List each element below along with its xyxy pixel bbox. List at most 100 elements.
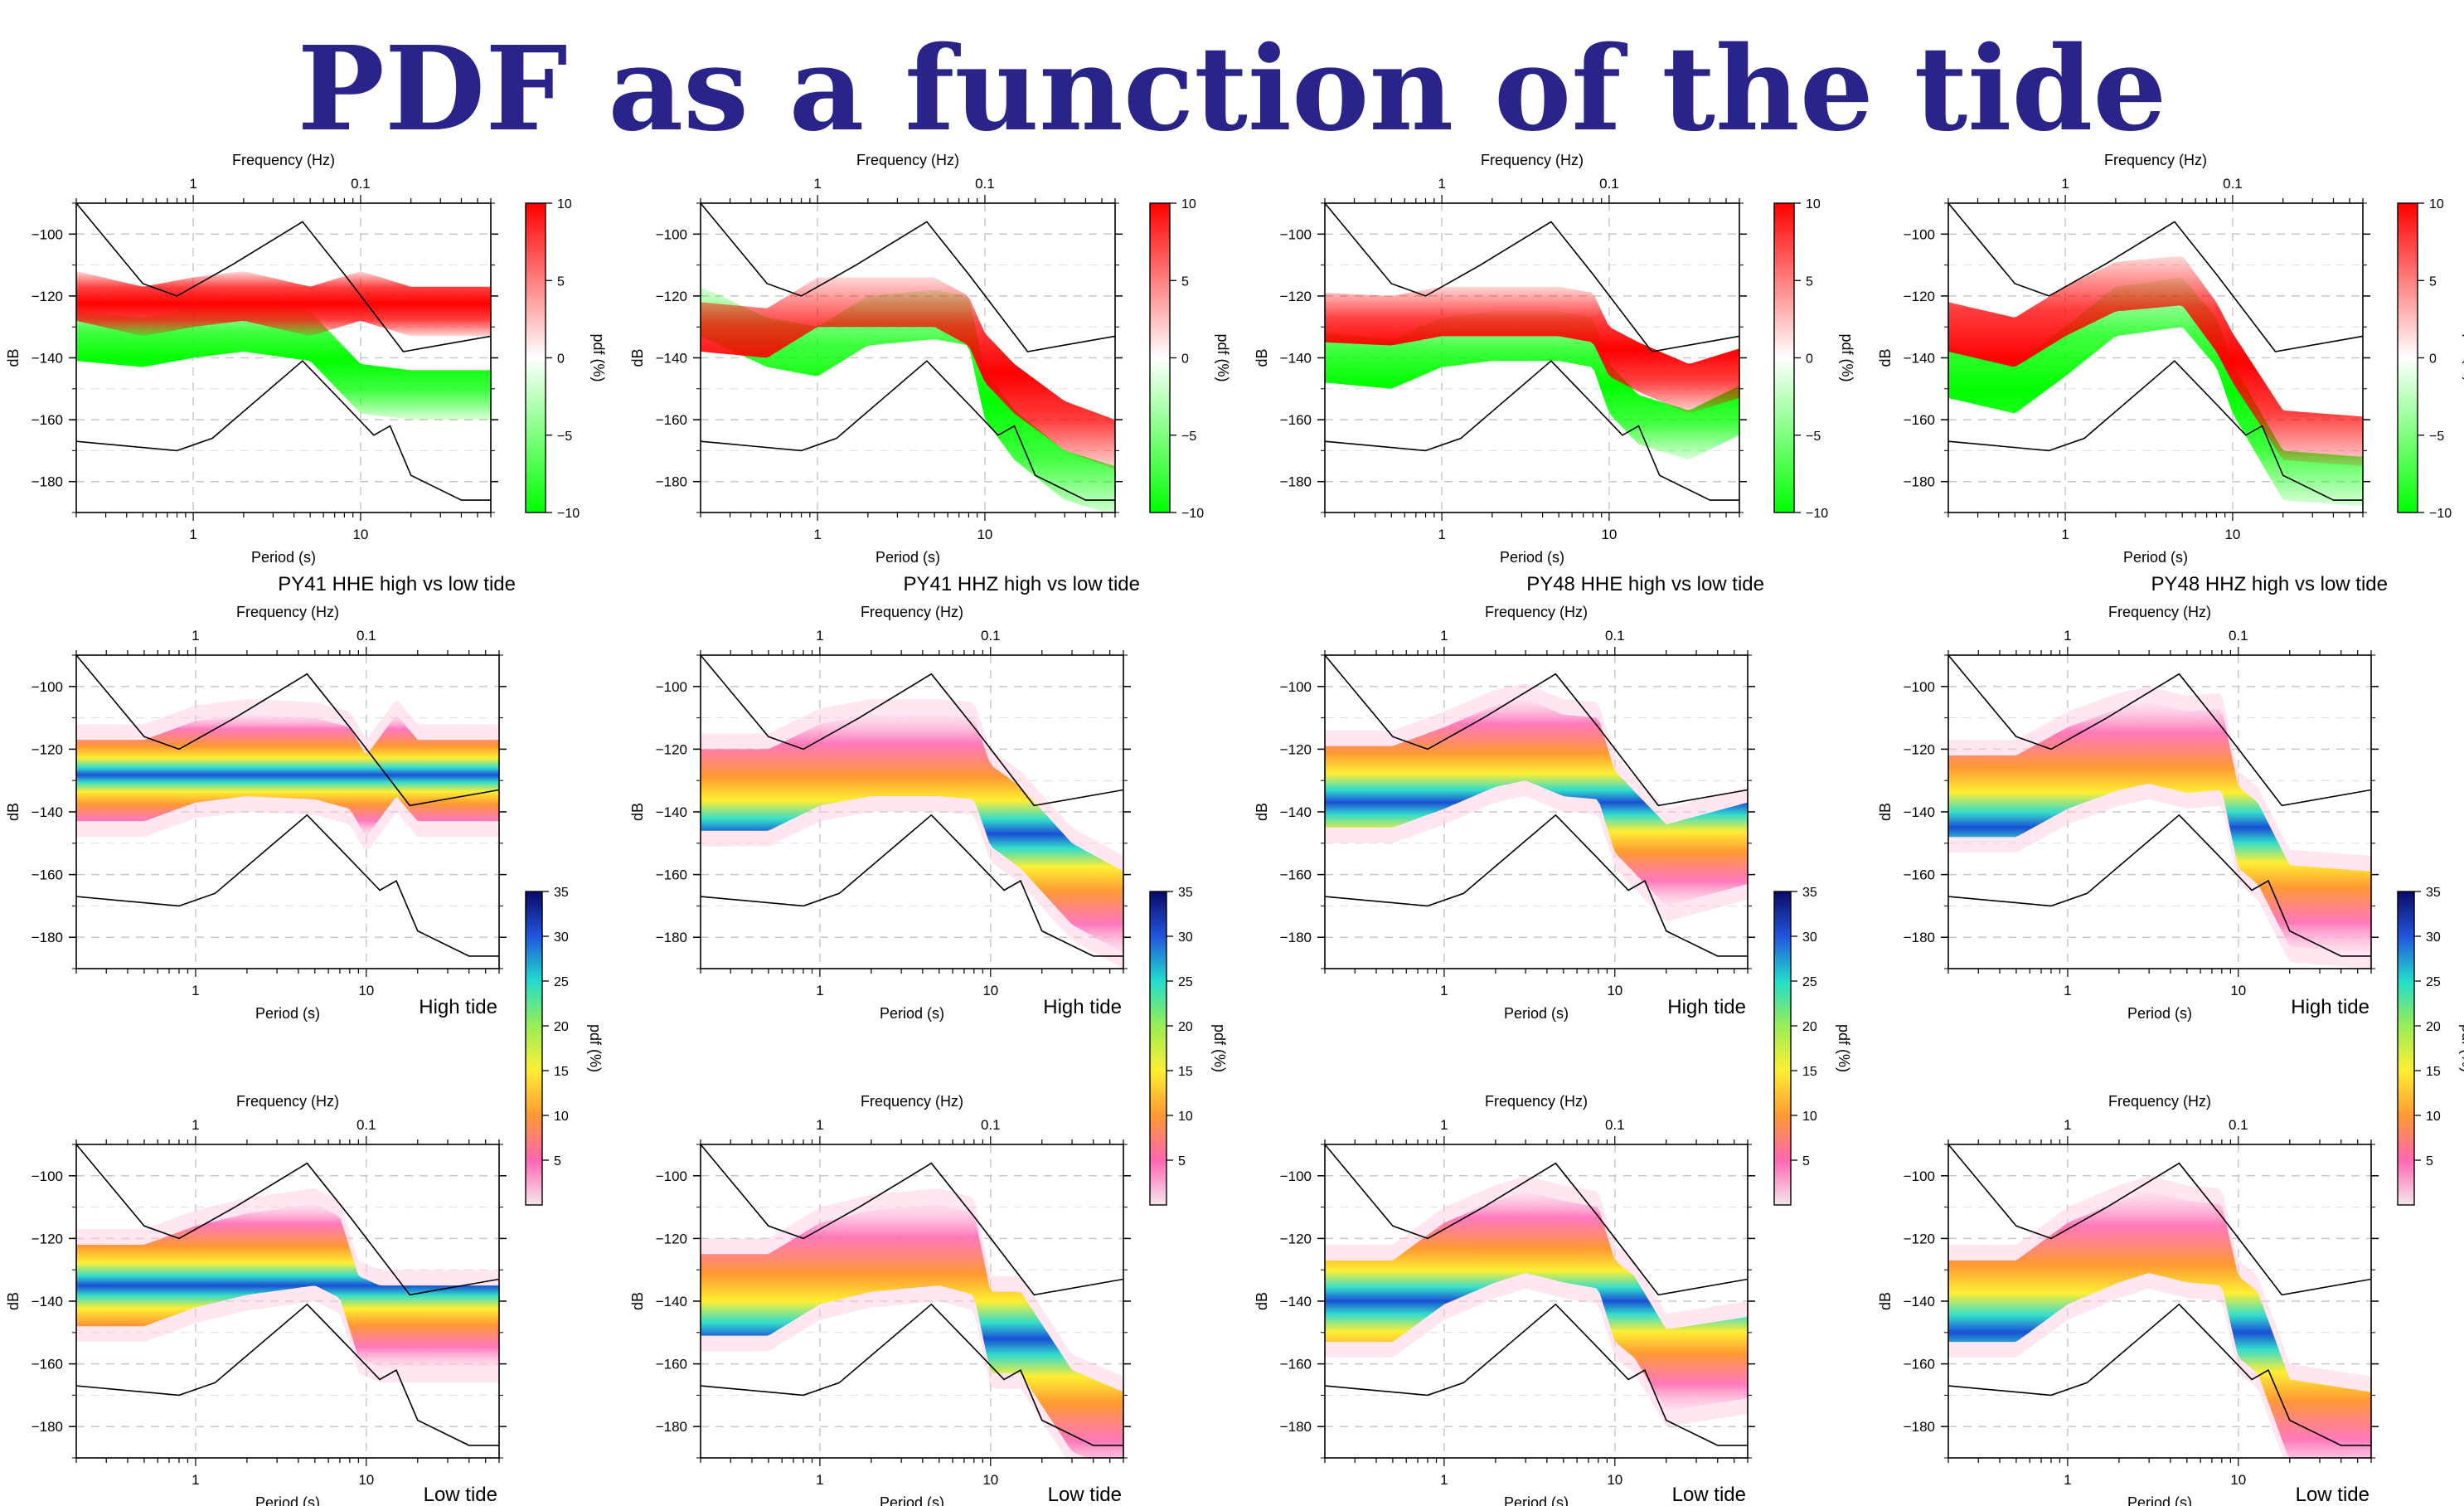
- x-tick-label: 1: [189, 527, 196, 542]
- colorbar-tick-label: 5: [554, 1154, 561, 1168]
- low-noise-model-line: [701, 814, 1123, 957]
- panel-2-diff: −180 −160 −140 −120 −100 1 10 1 0.1 Frequency (Hz…: [1254, 152, 1747, 566]
- y-tick-label: −120: [656, 741, 687, 757]
- colorbar-tick-label: 5: [1181, 274, 1189, 289]
- y-tick-label: −140: [656, 351, 687, 367]
- y-tick-label: −120: [656, 1231, 687, 1246]
- y-tick-label: −160: [656, 412, 687, 428]
- high-noise-model-line: [1948, 655, 2371, 807]
- frequency-axis-label: Frequency (Hz): [856, 152, 959, 168]
- y-tick-label: −120: [1904, 741, 1935, 757]
- panel-caption: PY41 HHZ high vs low tide: [904, 573, 1140, 595]
- panel-2-low: −180 −160 −140 −120 −100 1 10 1 0.1 Frequency (Hz…: [1254, 1093, 1755, 1506]
- red-density-band: [1948, 255, 2363, 466]
- colorbar-tick-label: −10: [1806, 507, 1828, 521]
- colorbar-gradient: [1149, 202, 1171, 513]
- y-tick-label: −160: [1904, 867, 1935, 883]
- panel-0-diff: −180 −160 −140 −120 −100 1 10 1 0.1 Frequency (Hz…: [5, 152, 498, 566]
- colorbar-tick-label: 5: [1802, 1154, 1810, 1168]
- freq-tick-label: 1: [2061, 176, 2069, 192]
- red-density-band: [701, 277, 1115, 469]
- y-tick-label: −120: [1280, 741, 1312, 757]
- colorbar-tick-label: 5: [1178, 1154, 1186, 1168]
- y-tick-label: −180: [1280, 1419, 1312, 1435]
- colorbar-tick-label: −5: [2429, 430, 2444, 444]
- colorbar-tick-label: 0: [1181, 352, 1189, 367]
- period-axis-label: Period (s): [875, 549, 940, 566]
- y-tick-label: −120: [1280, 289, 1312, 304]
- period-axis-label: Period (s): [1504, 1005, 1569, 1022]
- colorbar-tick-label: 30: [554, 930, 569, 945]
- frequency-axis-label: Frequency (Hz): [861, 1093, 963, 1110]
- colorbar-tick-label: 20: [1178, 1020, 1193, 1034]
- y-tick-label: −160: [1280, 412, 1312, 428]
- colorbar-tick-label: 20: [554, 1020, 569, 1034]
- freq-tick-label: 1: [2064, 628, 2071, 644]
- colorbar-gradient: [1149, 891, 1167, 1206]
- colorbar-label: pdf (%): [1839, 333, 1855, 381]
- colorbar-tick-label: 15: [1802, 1065, 1817, 1079]
- y-tick-label: −140: [1904, 1294, 1935, 1309]
- y-tick-label: −120: [32, 1231, 63, 1246]
- pdf-density-band: [1325, 699, 1748, 906]
- y-tick-label: −160: [32, 867, 63, 883]
- y-tick-label: −180: [1904, 474, 1935, 490]
- db-axis-label: dB: [5, 1292, 22, 1310]
- panel-3-low: −180 −160 −140 −120 −100 1 10 1 0.1 Frequency (Hz…: [1877, 1093, 2379, 1506]
- x-tick-label: 1: [816, 1472, 823, 1488]
- colorbar-tick-label: 20: [2426, 1020, 2441, 1034]
- y-tick-label: −180: [656, 1419, 687, 1435]
- red-density-band: [76, 271, 491, 337]
- db-axis-label: dB: [5, 348, 22, 367]
- low-noise-model-line: [1948, 814, 2371, 957]
- pdf-colorbar-2: 5 10 15 20 25 30 35 pdf (%): [1773, 886, 1852, 1206]
- y-tick-label: −180: [656, 930, 687, 945]
- low-tide-label: Low tide: [1672, 1484, 1746, 1506]
- colorbar-tick-label: 15: [554, 1065, 569, 1079]
- x-tick-label: 10: [358, 1472, 374, 1488]
- y-tick-label: −140: [1280, 804, 1312, 820]
- colorbar-tick-label: 30: [1802, 930, 1817, 945]
- pdf-colorbar-0: 5 10 15 20 25 30 35 pdf (%): [525, 886, 604, 1206]
- pdf-colorbar-1: 5 10 15 20 25 30 35 pdf (%): [1149, 886, 1228, 1206]
- panel-caption: PY48 HHE high vs low tide: [1526, 573, 1764, 595]
- frequency-axis-label: Frequency (Hz): [232, 152, 335, 168]
- pdf-density-band: [76, 714, 499, 835]
- difference-colorbar-0: −10 −5 0 5 10 pdf (%): [525, 197, 607, 521]
- freq-tick-label: 0.1: [1605, 1117, 1625, 1133]
- x-tick-label: 1: [1440, 1472, 1448, 1488]
- y-tick-label: −100: [1280, 679, 1312, 695]
- y-tick-label: −180: [32, 474, 63, 490]
- period-axis-label: Period (s): [255, 1005, 320, 1022]
- freq-tick-label: 1: [1440, 628, 1448, 644]
- y-tick-label: −180: [32, 1419, 63, 1435]
- freq-tick-label: 0.1: [1605, 628, 1625, 644]
- x-tick-label: 10: [2230, 983, 2246, 998]
- difference-colorbar-3: −10 −5 0 5 10 pdf (%): [2397, 197, 2464, 521]
- colorbar-tick-label: 0: [1806, 352, 1813, 367]
- panel-1-low: −180 −160 −140 −120 −100 1 10 1 0.1 Frequency (Hz…: [629, 1093, 1131, 1506]
- pdf-density-band: [1948, 702, 2371, 954]
- y-tick-label: −180: [1904, 930, 1935, 945]
- y-tick-label: −100: [1280, 226, 1312, 242]
- colorbar-tick-label: 0: [2429, 352, 2437, 367]
- frequency-axis-label: Frequency (Hz): [861, 604, 963, 620]
- pdf-density-band: [1325, 1191, 1748, 1411]
- y-tick-label: −180: [1904, 1419, 1935, 1435]
- colorbar-tick-label: 30: [1178, 930, 1193, 945]
- frequency-axis-label: Frequency (Hz): [1485, 604, 1588, 620]
- high-noise-model-line: [1948, 203, 2363, 352]
- colorbar-tick-label: 25: [2426, 975, 2441, 989]
- low-noise-model-line: [1325, 360, 1739, 501]
- y-tick-label: −140: [1904, 351, 1935, 367]
- colorbar-tick-label: 35: [1802, 886, 1817, 900]
- pdf-colorbar-3: 5 10 15 20 25 30 35 pdf (%): [2397, 886, 2464, 1206]
- frequency-axis-label: Frequency (Hz): [1481, 152, 1584, 168]
- freq-tick-label: 0.1: [981, 1117, 1001, 1133]
- colorbar-tick-label: 10: [1181, 197, 1196, 211]
- colorbar-tick-label: 25: [1178, 975, 1193, 989]
- y-tick-label: −120: [32, 741, 63, 757]
- freq-tick-label: 1: [816, 628, 823, 644]
- high-noise-model-line: [701, 1144, 1123, 1296]
